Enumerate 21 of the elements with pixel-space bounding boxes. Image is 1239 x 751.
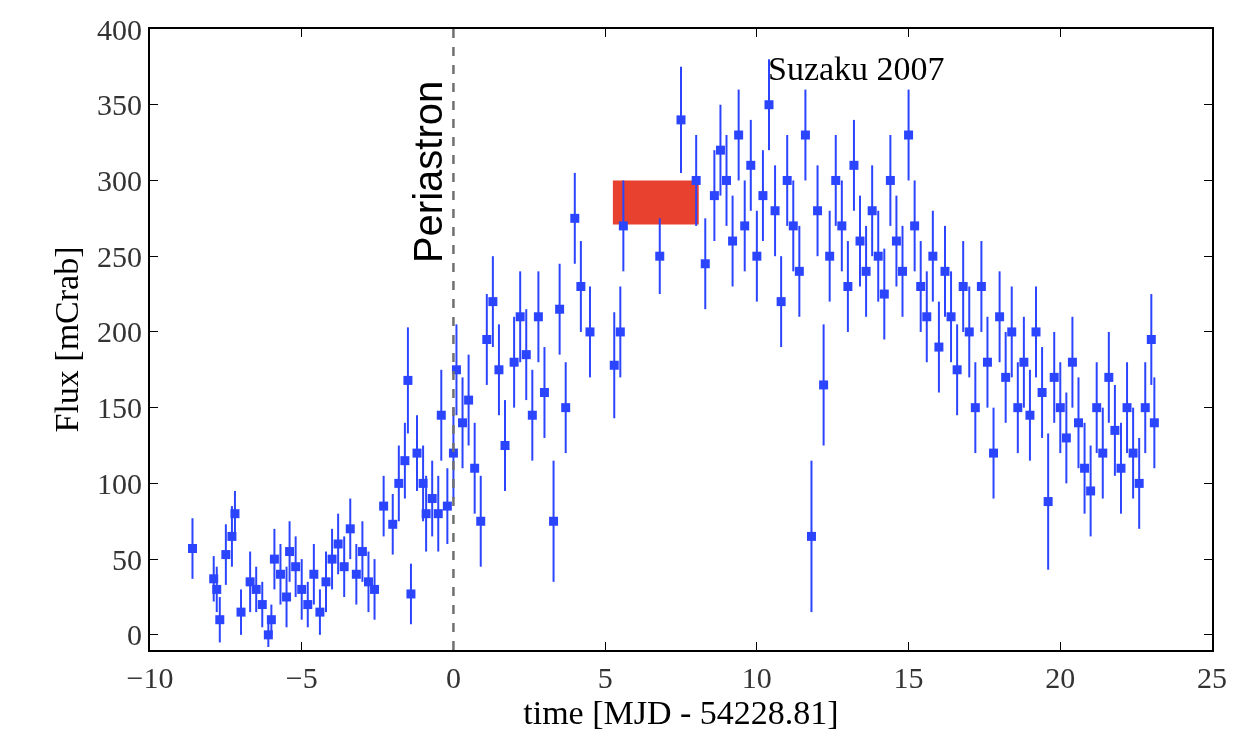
x-tick-label: 15: [893, 661, 924, 694]
ref-line-label: Periastron: [405, 80, 450, 264]
y-tick-label: 100: [97, 466, 142, 500]
x-tick-label: 20: [1045, 661, 1076, 694]
y-tick-label: 200: [97, 315, 142, 349]
y-tick-label: 350: [97, 88, 142, 122]
y-axis-title: Flux [mCrab]: [48, 246, 86, 433]
y-tick-label: 150: [97, 391, 142, 425]
x-axis-title: time [MJD - 54228.81]: [523, 694, 839, 731]
y-tick-label: 400: [97, 12, 142, 46]
y-tick-label: 250: [97, 239, 142, 273]
y-tick-label: 300: [97, 163, 142, 197]
x-tick-label: −5: [285, 661, 318, 694]
y-tick-label: 50: [112, 542, 142, 576]
x-tick-label: 0: [445, 661, 461, 694]
x-tick-label: −10: [126, 661, 174, 694]
x-tick-label: 5: [597, 661, 613, 694]
annotation: Suzaku 2007: [768, 50, 945, 87]
y-tick-label: 0: [127, 618, 142, 652]
x-tick-label: 25: [1197, 661, 1227, 694]
x-tick-label: 10: [741, 661, 772, 694]
